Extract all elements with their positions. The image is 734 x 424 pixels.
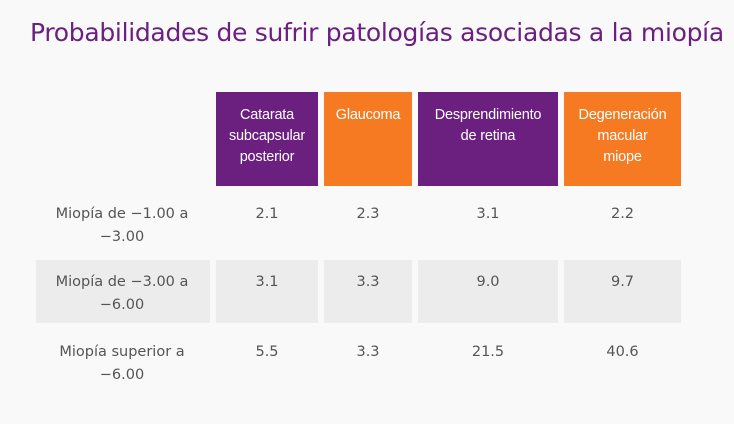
header-line: subcapsular: [229, 128, 305, 144]
header-glaucoma: Glaucoma: [324, 92, 412, 186]
table-cell: 2.2: [610, 206, 635, 222]
header-line: Desprendimiento: [434, 107, 542, 123]
row-background: [418, 260, 558, 323]
header-line: macular: [597, 128, 648, 144]
table-cell: 3.1: [255, 274, 279, 290]
row-label-line: −3.00: [99, 229, 145, 245]
row-label-line: Miopía superior a: [59, 344, 185, 360]
row-label: Miopía de −1.00 a −3.00: [36, 203, 208, 249]
table-cell: 3.3: [356, 274, 380, 290]
table-cell: 3.1: [476, 206, 500, 222]
header-line: miope: [603, 149, 642, 165]
table-cell: 21.5: [471, 344, 505, 360]
row-background: [564, 260, 681, 323]
header-cataract: Catarata subcapsular posterior: [216, 92, 318, 186]
table-cell: 2.1: [255, 206, 279, 222]
row-label-line: Miopía de −1.00 a: [55, 206, 189, 222]
row-background: [216, 260, 318, 323]
row-label-line: Miopía de −3.00 a: [55, 274, 189, 290]
table-cell: 40.6: [606, 344, 639, 360]
header-line: Catarata: [239, 107, 294, 123]
row-label: Miopía de −3.00 a −6.00: [36, 271, 208, 317]
header-macular-degeneration: Degeneración macular miope: [564, 92, 681, 186]
table-cell: 2.3: [356, 206, 380, 222]
row-label-line: −6.00: [99, 367, 145, 383]
page-title: Probabilidades de sufrir patologías asoc…: [30, 18, 724, 47]
table-cell: 3.3: [356, 344, 380, 360]
row-background: [324, 260, 412, 323]
row-label: Miopía superior a −6.00: [36, 341, 208, 387]
row-background: [36, 260, 210, 323]
table-cell: 9.0: [476, 274, 500, 290]
table-cell: 5.5: [255, 344, 279, 360]
header-line: de retina: [460, 128, 516, 144]
row-label-line: −6.00: [99, 297, 145, 313]
table-cell: 9.7: [610, 274, 635, 290]
header-line: Degeneración: [578, 107, 667, 123]
header-retinal-detachment: Desprendimiento de retina: [418, 92, 558, 186]
header-line: posterior: [239, 149, 295, 165]
header-line: Glaucoma: [335, 107, 401, 123]
